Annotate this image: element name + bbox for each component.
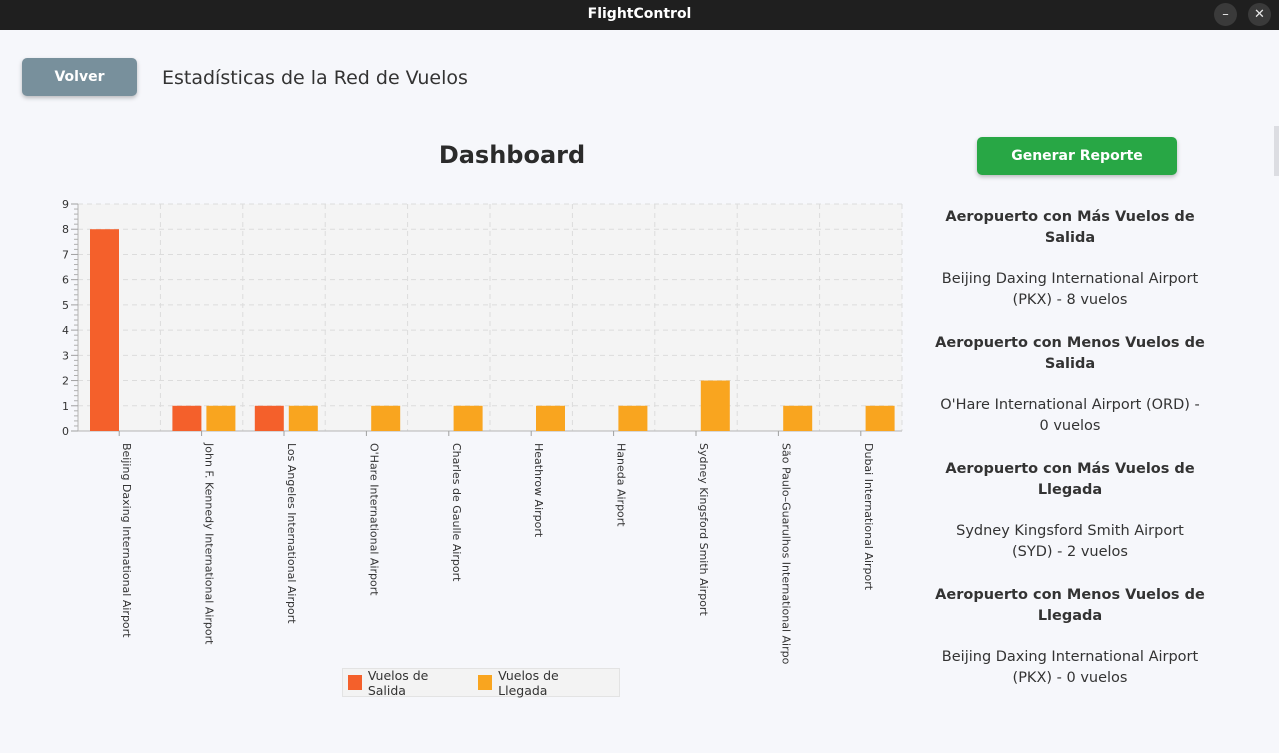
legend-swatch-llegada — [478, 675, 493, 690]
y-tick-label: 4 — [62, 324, 69, 337]
chart-title: Dashboard — [438, 141, 586, 169]
legend-label-salida: Vuelos de Salida — [367, 667, 429, 698]
window-title: FlightControl — [587, 6, 692, 22]
bar-llegada — [371, 405, 401, 431]
x-tick-label: Charles de Gaulle Airport — [450, 443, 463, 582]
y-tick-label: 7 — [62, 248, 69, 261]
back-button[interactable]: Volver — [22, 58, 137, 96]
y-tick-label: 6 — [62, 274, 69, 287]
bar-llegada — [536, 405, 565, 431]
stat-heading-least-departures: Aeropuerto con Menos Vuelos de Salida — [935, 335, 1205, 372]
x-tick-label: Heathrow Airport — [532, 443, 545, 538]
minimize-icon: – — [1222, 7, 1229, 22]
minimize-button[interactable]: – — [1214, 3, 1237, 26]
x-tick-label: São Paulo–Guarulhos International Airpor… — [779, 443, 792, 665]
window-edge — [1274, 126, 1279, 176]
stats-panel: Aeropuerto con Más Vuelos de Salida Beij… — [935, 207, 1205, 711]
y-tick-label: 8 — [62, 223, 69, 236]
legend-label-llegada: Vuelos de Llegada — [498, 667, 559, 698]
stat-value-least-departures: O'Hare International Airport (ORD) - 0 v… — [940, 397, 1200, 434]
stat-value-most-arrivals: Sydney Kingsford Smith Airport (SYD) - 2… — [956, 523, 1184, 560]
bar-llegada — [700, 380, 730, 431]
title-bar: FlightControl – ✕ — [0, 0, 1279, 30]
legend-swatch-salida — [348, 675, 362, 690]
x-tick-label: Beijing Daxing International Airport — [120, 443, 133, 638]
legend-item-salida: Vuelos de Salida — [348, 668, 462, 698]
bar-llegada — [783, 405, 813, 431]
bar-salida — [90, 229, 119, 431]
bar-salida — [172, 405, 202, 431]
generate-report-button[interactable]: Generar Reporte — [977, 137, 1177, 175]
y-tick-label: 9 — [62, 198, 69, 211]
y-tick-label: 5 — [62, 299, 69, 312]
stat-value-most-departures: Beijing Daxing International Airport (PK… — [941, 271, 1199, 308]
bar-llegada — [453, 405, 483, 431]
stat-value-least-arrivals: Beijing Daxing International Airport (PK… — [941, 649, 1199, 686]
bar-llegada — [618, 405, 648, 431]
bar-llegada — [865, 405, 895, 431]
page-title: Estadísticas de la Red de Vuelos — [162, 67, 468, 89]
stat-heading-most-arrivals: Aeropuerto con Más Vuelos de Llegada — [945, 461, 1195, 498]
stat-heading-least-arrivals: Aeropuerto con Menos Vuelos de Llegada — [935, 587, 1205, 624]
legend-item-llegada: Vuelos de Llegada — [478, 668, 603, 698]
bar-chart: 0 1 2 3 4 5 6 7 8 9 Beijing Daxing International A… — [62, 198, 903, 665]
x-tick-label: O'Hare International Airport — [367, 443, 380, 596]
x-tick-label: Los Angeles International Airport — [285, 443, 298, 624]
chart-legend: Vuelos de Salida Vuelos de Llegada — [342, 668, 620, 698]
x-tick-label: John F. Kennedy International Airport — [203, 442, 216, 645]
bar-llegada — [288, 405, 318, 431]
bar-llegada — [206, 405, 236, 431]
y-tick-label: 0 — [62, 425, 69, 438]
stat-heading-most-departures: Aeropuerto con Más Vuelos de Salida — [945, 209, 1195, 246]
close-icon: ✕ — [1254, 7, 1265, 22]
close-button[interactable]: ✕ — [1248, 3, 1271, 26]
y-tick-label: 1 — [62, 400, 69, 413]
y-tick-label: 2 — [62, 375, 69, 388]
x-tick-label: Haneda Airport — [615, 443, 628, 527]
bar-salida — [254, 405, 284, 431]
y-tick-label: 3 — [62, 349, 69, 362]
x-tick-label: Sydney Kingsford Smith Airport — [697, 443, 710, 616]
x-tick-label: Dubai International Airport — [862, 443, 875, 591]
